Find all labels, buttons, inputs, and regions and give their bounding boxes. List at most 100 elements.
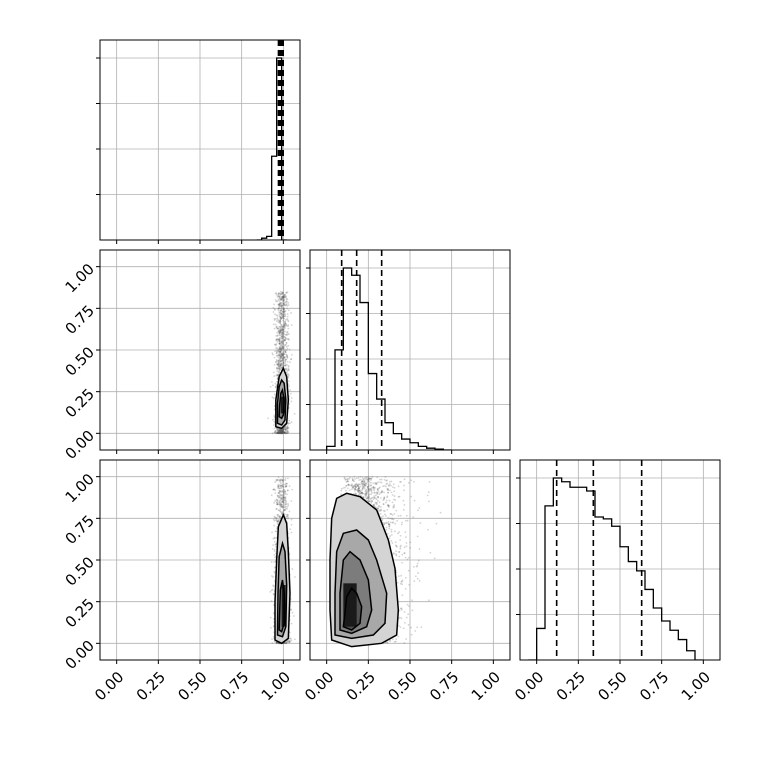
scatter-point	[277, 431, 279, 434]
scatter-point	[285, 300, 288, 303]
scatter-point	[405, 545, 408, 548]
scatter-point	[380, 490, 383, 493]
scatter-point	[283, 348, 285, 351]
scatter-point	[275, 344, 277, 347]
scatter-point	[280, 503, 283, 506]
scatter-point	[280, 353, 283, 356]
scatter-point	[276, 428, 278, 431]
scatter-point	[410, 633, 413, 636]
scatter-point	[374, 491, 376, 494]
scatter-point	[374, 487, 376, 489]
scatter-point	[285, 323, 288, 326]
scatter-point	[278, 515, 281, 518]
scatter-point	[280, 360, 283, 362]
scatter-point	[273, 427, 276, 430]
scatter-point	[277, 307, 280, 310]
scatter-point	[282, 496, 285, 499]
scatter-point	[277, 327, 280, 330]
scatter-point	[279, 429, 282, 431]
scatter-point	[282, 332, 285, 335]
scatter-point	[278, 303, 281, 306]
scatter-point	[273, 356, 276, 359]
scatter-point	[282, 296, 284, 299]
scatter-point	[281, 479, 284, 482]
scatter-point	[365, 492, 368, 495]
scatter-point	[276, 431, 279, 434]
scatter-point	[279, 311, 282, 314]
scatter-point	[366, 485, 369, 488]
scatter-point	[282, 498, 285, 501]
scatter-point	[370, 497, 373, 500]
scatter-point	[276, 347, 279, 349]
scatter-point	[278, 339, 281, 342]
scatter-point	[275, 508, 278, 510]
scatter-point	[282, 364, 285, 367]
scatter-point	[278, 367, 280, 370]
scatter-point	[283, 307, 285, 310]
scatter-point	[361, 476, 364, 479]
scatter-point	[280, 329, 283, 332]
scatter-point	[277, 432, 280, 435]
scatter-point	[282, 429, 285, 432]
scatter-point	[281, 312, 283, 315]
scatter-point	[278, 430, 281, 433]
scatter-point	[276, 362, 279, 365]
scatter-point	[277, 298, 280, 301]
scatter-point	[279, 351, 282, 353]
scatter-point	[281, 432, 284, 435]
scatter-point	[275, 292, 278, 294]
scatter-point	[289, 392, 292, 395]
scatter-point	[357, 488, 360, 491]
scatter-point	[387, 484, 390, 487]
scatter-point	[276, 327, 279, 330]
scatter-point	[277, 431, 280, 433]
scatter-point	[274, 489, 277, 491]
scatter-point	[392, 506, 395, 509]
scatter-point	[281, 332, 284, 335]
scatter-point	[280, 329, 282, 331]
scatter-point	[277, 365, 280, 368]
scatter-point	[272, 584, 274, 587]
scatter-point	[285, 517, 288, 520]
scatter-point	[400, 617, 403, 620]
scatter-point	[398, 531, 400, 534]
scatter-point	[285, 642, 287, 645]
scatter-point	[280, 317, 283, 320]
scatter-point	[275, 501, 278, 504]
scatter-point	[365, 478, 368, 481]
scatter-point	[398, 551, 401, 553]
scatter-point	[286, 304, 289, 307]
scatter-point	[279, 357, 282, 360]
scatter-point	[417, 572, 419, 574]
scatter-point	[403, 489, 406, 492]
scatter-point	[401, 608, 403, 611]
scatter-point	[281, 335, 284, 338]
scatter-point	[283, 315, 286, 318]
scatter-point	[277, 432, 279, 434]
scatter-point	[277, 309, 280, 312]
scatter-point	[390, 491, 393, 494]
scatter-point	[278, 366, 281, 368]
scatter-point	[361, 480, 364, 483]
scatter-point	[276, 367, 279, 370]
scatter-point	[290, 608, 292, 611]
scatter-point	[400, 607, 403, 610]
scatter-point	[278, 432, 281, 435]
scatter-point	[278, 484, 281, 487]
scatter-point	[401, 580, 403, 583]
scatter-point	[284, 293, 286, 296]
scatter-point	[375, 498, 378, 501]
scatter-point	[364, 495, 367, 498]
scatter-point	[280, 340, 283, 343]
scatter-point	[275, 479, 278, 482]
scatter-point	[281, 428, 284, 431]
scatter-point	[427, 491, 430, 494]
scatter-point	[272, 612, 275, 615]
scatter-point	[286, 425, 289, 428]
scatter-point	[357, 487, 360, 490]
scatter-point	[361, 482, 364, 485]
scatter-point	[428, 500, 430, 503]
scatter-point	[403, 478, 406, 481]
scatter-point	[281, 430, 284, 433]
scatter-point	[274, 545, 277, 548]
